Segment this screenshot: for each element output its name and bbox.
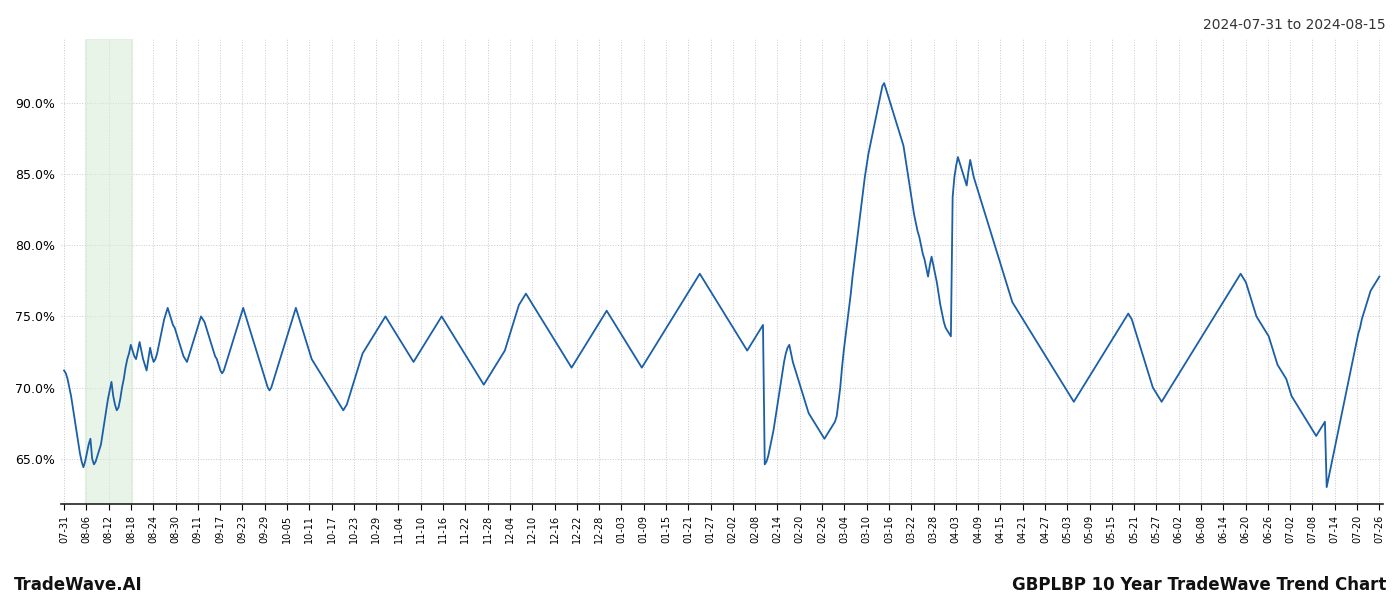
Bar <box>85 39 132 504</box>
Text: GBPLBP 10 Year TradeWave Trend Chart: GBPLBP 10 Year TradeWave Trend Chart <box>1012 576 1386 594</box>
Text: TradeWave.AI: TradeWave.AI <box>14 576 143 594</box>
Text: 2024-07-31 to 2024-08-15: 2024-07-31 to 2024-08-15 <box>1204 18 1386 32</box>
